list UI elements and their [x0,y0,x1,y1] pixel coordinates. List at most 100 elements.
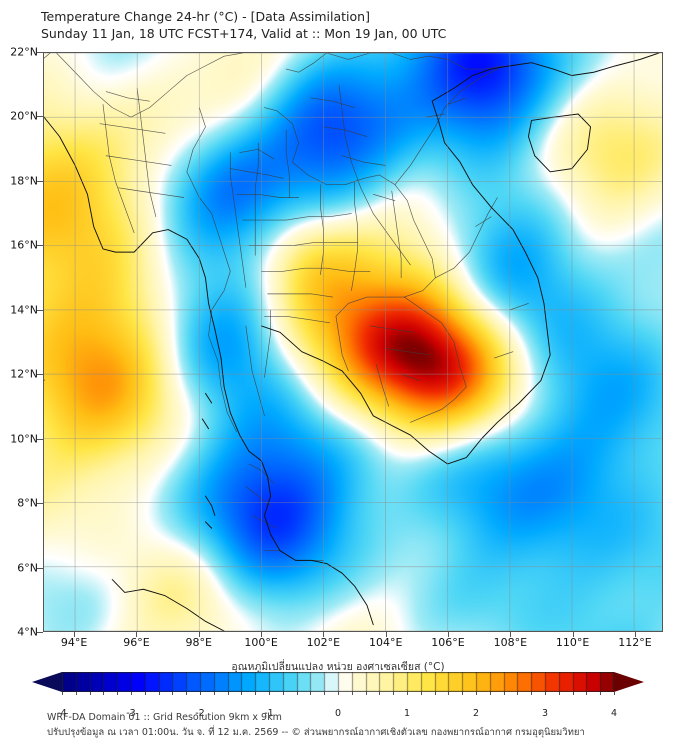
x-axis-tick-label: 110°E [555,636,590,649]
colorbar-tick-mark [213,692,215,695]
colorbar: อุณหภูมิเปลี่ยนแปลง หน่วย องศาเซลเซียส (… [30,658,646,719]
colorbar-tick-mark [200,692,201,695]
colorbar-title: อุณหภูมิเปลี่ยนแปลง หน่วย องศาเซลเซียส (… [231,661,445,673]
colorbar-tick-mark [558,692,560,695]
colorbar-tick-mark [62,692,63,695]
y-axis-tick-mark [37,116,43,118]
y-axis-tick-mark [37,438,43,440]
x-axis-tick-label: 96°E [123,636,150,649]
colorbar-tick-mark [89,692,91,695]
x-axis-tick-mark [385,632,387,637]
colorbar-tick-mark [158,692,160,695]
y-axis-tick-mark [37,374,43,376]
x-axis-tick-mark [74,632,76,637]
y-axis-tick-mark [37,52,43,53]
colorbar-tick-mark [462,692,464,695]
y-axis-tick-label: 10°N [10,432,38,446]
colorbar-tick-mark [517,692,519,695]
colorbar-tick-mark [476,692,477,695]
colorbar-tick-mark [131,692,132,695]
colorbar-tick-mark [448,692,450,695]
y-axis-tick-label: 18°N [10,174,38,188]
colorbar-tick-mark [282,692,284,695]
y-axis-tick-label: 4°N [17,625,38,639]
colorbar-tick-mark [186,692,188,695]
x-axis-tick-mark [136,632,138,637]
colorbar-extend-low-arrow [32,672,62,692]
x-axis-tick-label: 98°E [185,636,212,649]
y-axis-tick-label: 8°N [17,496,38,510]
colorbar-tick-mark [338,692,339,695]
colorbar-tick-mark [172,692,174,695]
x-axis-tick-mark [198,632,200,637]
x-axis-tick-label: 104°E [368,636,403,649]
colorbar-tick-mark [144,692,146,695]
colorbar-tick-mark [255,692,257,695]
y-axis-tick-mark [37,567,43,569]
y-axis-tick-mark [37,503,43,505]
colorbar-tick-mark [269,692,270,695]
colorbar-tick-mark [434,692,436,695]
colorbar-tick-mark [117,692,119,695]
x-axis-tick-label: 112°E [618,636,652,649]
x-axis-tick-mark [261,632,263,637]
y-axis-tick-mark [37,245,43,247]
colorbar-body: -4 -3 -2 -1 0 1 2 3 4 [32,672,644,719]
map-plot-area [43,52,663,632]
colorbar-tick-mark [310,692,312,695]
colorbar-tick-mark [503,692,505,695]
graticule-grid [44,53,662,631]
colorbar-tick-mark [600,692,602,695]
colorbar-tick-mark [393,692,395,695]
colorbar-tick-label: -1 [264,708,274,719]
colorbar-tick-label: -2 [195,708,205,719]
colorbar-extend-high-arrow [614,672,644,692]
colorbar-tick-label: 3 [541,708,549,719]
colorbar-gradient [62,672,614,692]
colorbar-tick-mark [379,692,381,695]
chart-title: Temperature Change 24-hr (°C) - [Data As… [41,9,370,24]
colorbar-tick-label: 0 [334,708,342,719]
y-axis-tick-label: 16°N [10,238,38,252]
colorbar-tick-mark [351,692,353,695]
y-axis-tick-label: 20°N [10,109,38,123]
y-axis-tick-mark [37,180,43,182]
x-axis-tick-label: 100°E [244,636,278,649]
x-axis-tick-mark [448,632,450,637]
chart-footer: WRF-DA Domain 01 :: Grid Resolution 9km … [47,710,667,740]
colorbar-tick-label: -4 [57,708,67,719]
colorbar-tick-mark [614,692,615,695]
chart-subtitle: Sunday 11 Jan, 18 UTC FCST+174, Valid at… [41,26,447,41]
colorbar-tick-label: -3 [126,708,136,719]
y-axis-tick-label: 12°N [10,367,38,381]
y-axis-tick-mark [37,632,43,633]
colorbar-tick-mark [586,692,588,695]
colorbar-tick-mark [531,692,533,695]
colorbar-tick-mark [489,692,491,695]
coastline-and-borders-overlay [44,53,660,631]
colorbar-tick-mark [365,692,367,695]
colorbar-tick-mark [420,692,422,695]
temperature-anomaly-field [44,53,662,631]
y-axis-tick-mark [37,309,43,311]
x-axis-tick-mark [323,632,325,637]
colorbar-tick-mark [103,692,105,695]
y-axis-tick-label: 14°N [10,303,38,317]
x-axis-tick-mark [510,632,512,637]
footer-credit: ปรับปรุงข้อมูล ณ เวลา 01:00น. วัน จ. ที่… [47,727,585,738]
colorbar-tick-mark [407,692,408,695]
colorbar-tick-mark [296,692,298,695]
colorbar-tick-mark [545,692,546,695]
x-axis-tick-label: 108°E [493,636,528,649]
chart-header: Temperature Change 24-hr (°C) - [Data As… [41,8,661,42]
colorbar-tick-mark [572,692,574,695]
x-axis-tick-mark [572,632,574,637]
footer-domain-info: WRF-DA Domain 01 :: Grid Resolution 9km … [47,712,282,723]
y-axis-tick-label: 6°N [17,561,38,575]
colorbar-tick-label: 1 [403,708,411,719]
colorbar-tick-label: 2 [472,708,480,719]
colorbar-tick-mark [324,692,326,695]
x-axis-tick-mark [634,632,636,637]
x-axis-tick-label: 106°E [431,636,465,649]
colorbar-tick-mark [241,692,243,695]
